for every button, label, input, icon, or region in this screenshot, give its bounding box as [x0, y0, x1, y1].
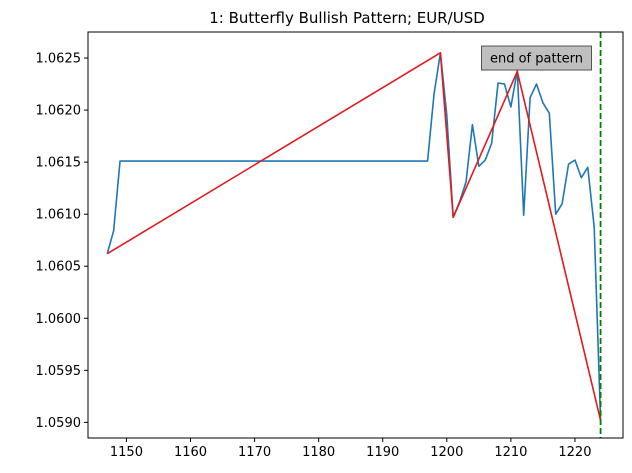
axes: 1150 1160 1170 1180 1190 1200 1210 1220 1.0590 1.… [36, 31, 624, 460]
y-tick-label: 1.0620 [36, 104, 82, 119]
y-tick-label: 1.0615 [36, 156, 82, 171]
y-tick-label: 1.0595 [36, 364, 82, 379]
x-tick-label: 1190 [366, 445, 399, 460]
annotation-label: end of pattern [490, 52, 583, 67]
axes-frame [87, 31, 624, 439]
x-tick-label: 1200 [430, 445, 463, 460]
x-tick-label: 1180 [302, 445, 335, 460]
y-tick-label: 1.0605 [36, 260, 82, 275]
x-tick-label: 1210 [494, 445, 527, 460]
y-tick-label: 1.0600 [36, 312, 82, 327]
plot-area [106, 32, 602, 438]
x-tick-label: 1220 [558, 445, 591, 460]
annotation-layer: end of pattern [481, 45, 593, 71]
chart-title: 1: Butterfly Bullish Pattern; EUR/USD [209, 9, 485, 27]
y-tick-label: 1.0590 [36, 416, 82, 431]
x-tick-label: 1150 [110, 445, 143, 460]
pattern-series-line [106, 52, 602, 421]
y-tick-label: 1.0610 [36, 208, 82, 223]
x-tick-label: 1160 [174, 445, 207, 460]
price-series-line [106, 52, 602, 421]
annotation-box [481, 45, 593, 71]
x-tick-label: 1170 [238, 445, 271, 460]
y-tick-label: 1.0625 [36, 52, 82, 67]
